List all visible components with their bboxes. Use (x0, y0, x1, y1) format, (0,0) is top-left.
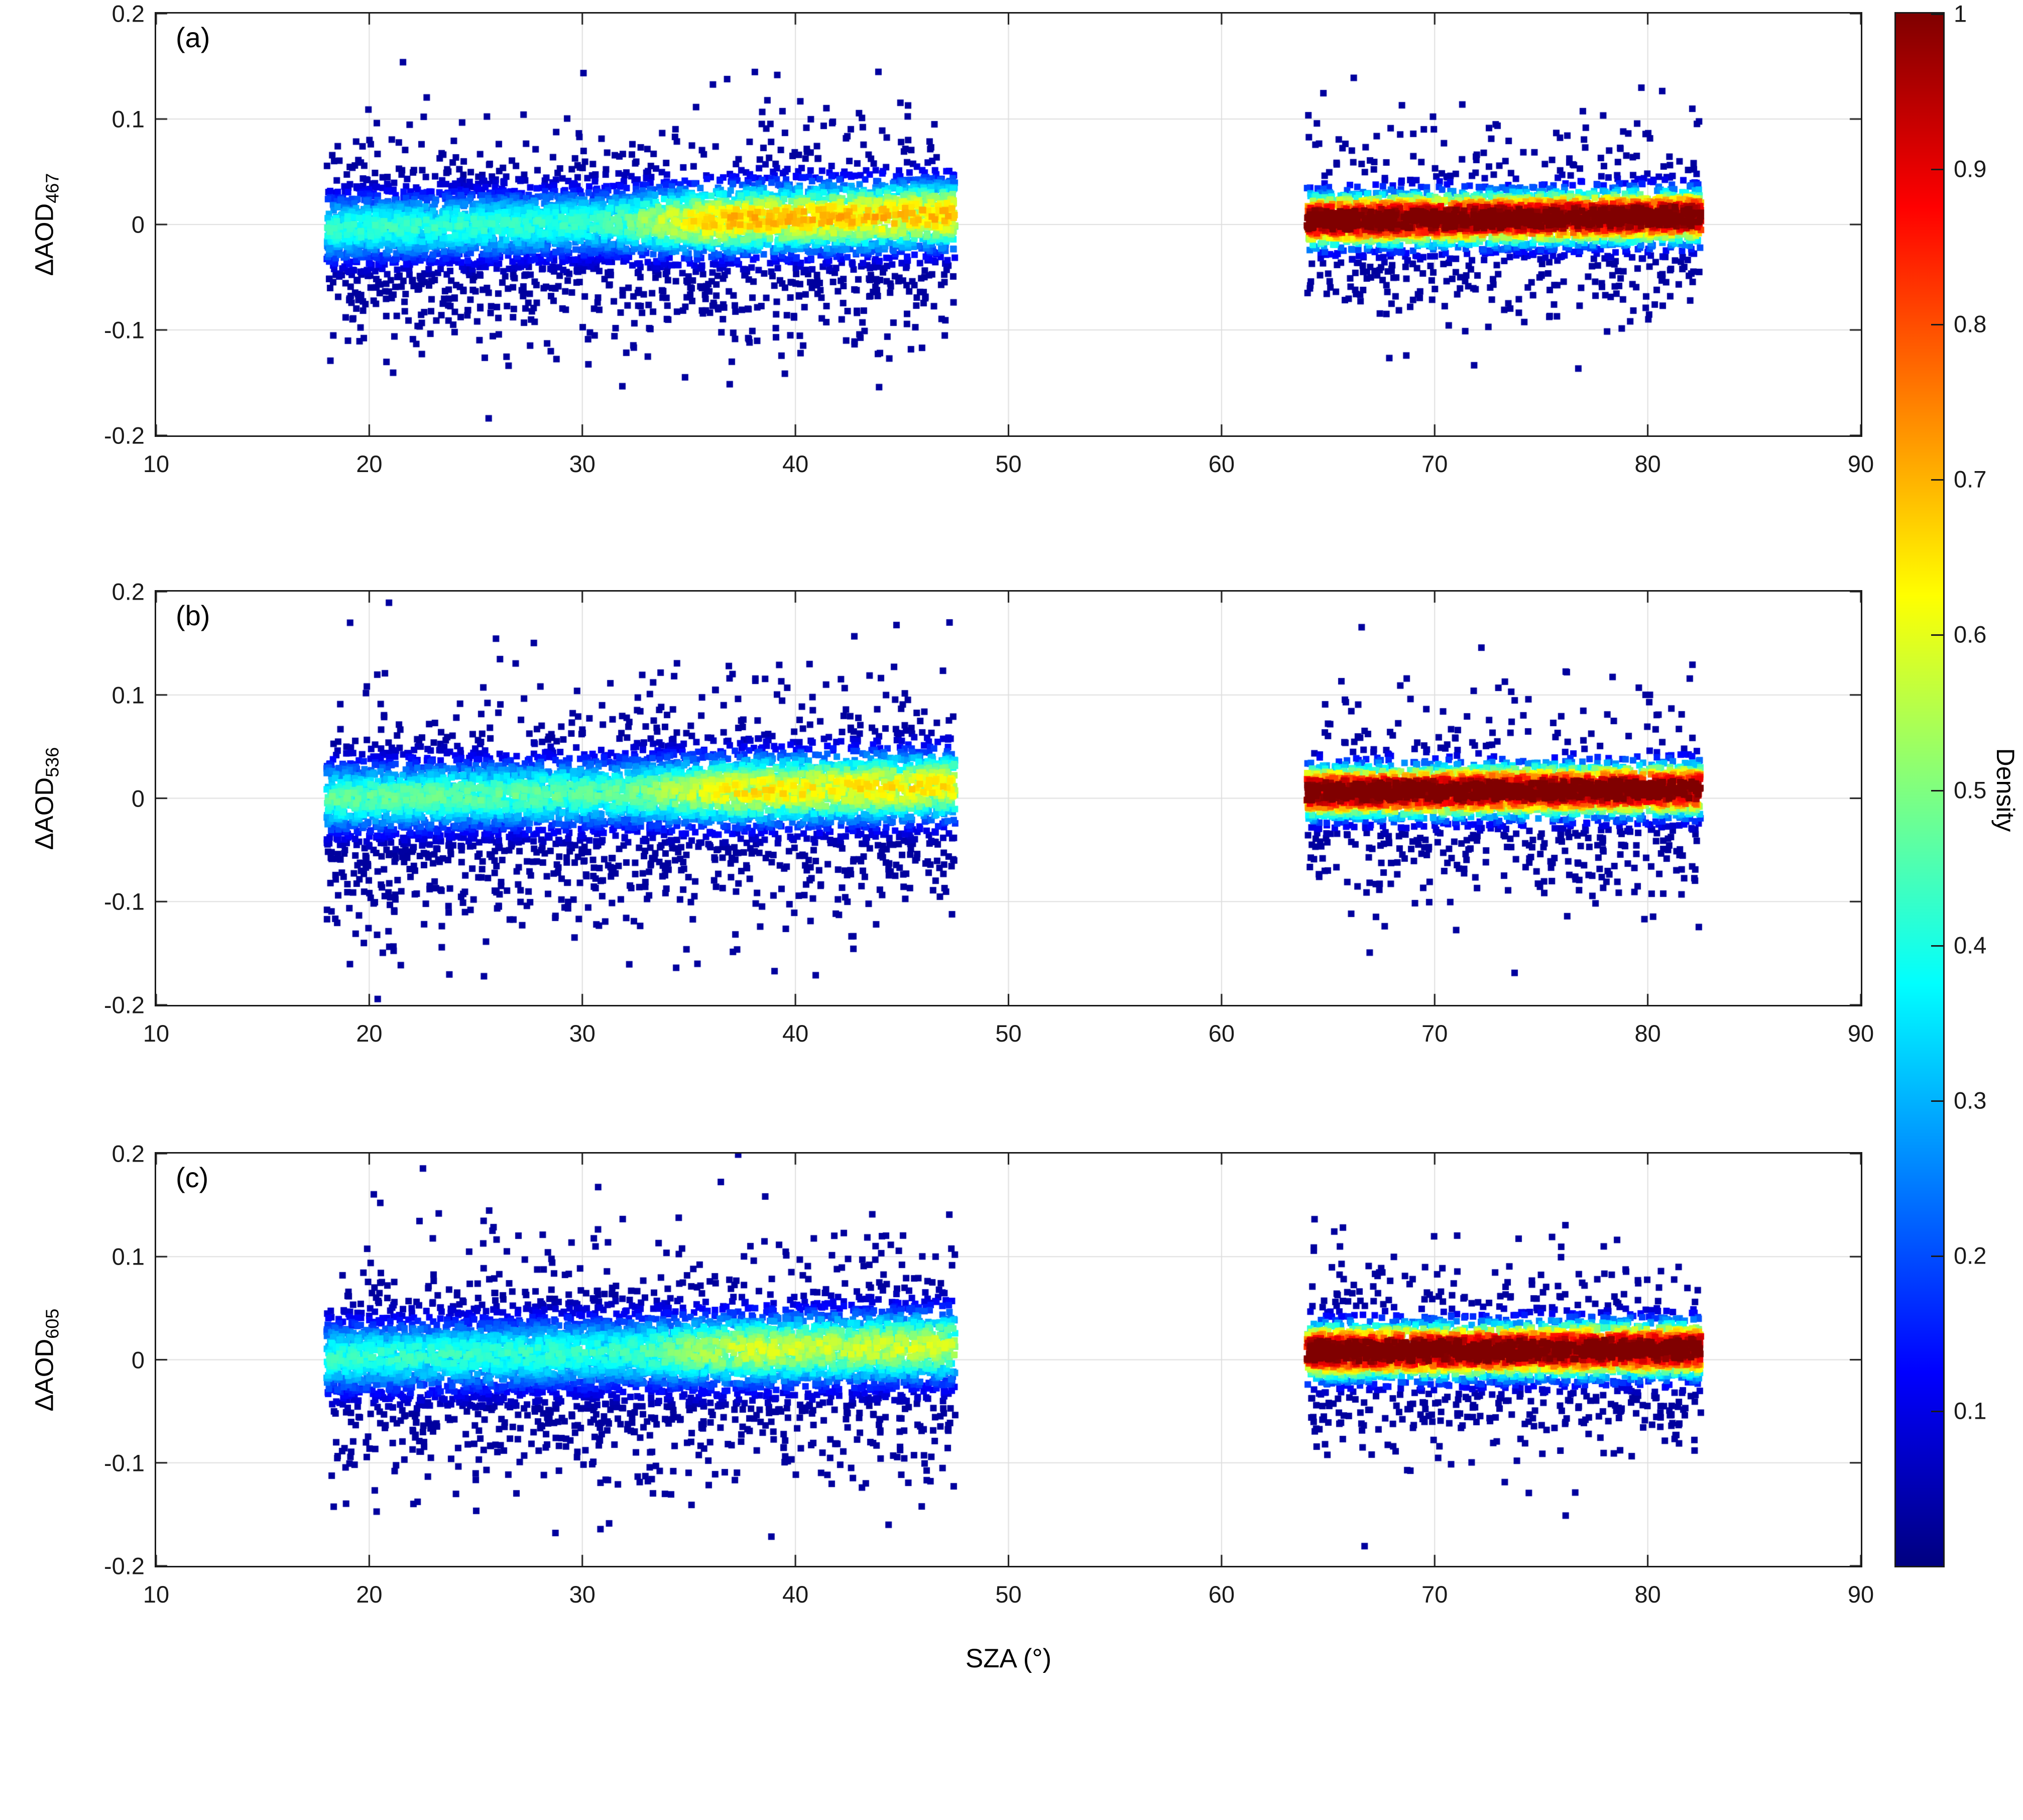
x-tick-label: 20 (356, 1581, 383, 1608)
x-tick-label: 20 (356, 1020, 383, 1047)
y-tick-label: 0 (131, 785, 145, 812)
y-tick-label: 0.2 (111, 1140, 145, 1167)
y-tick-label: -0.2 (104, 1552, 145, 1579)
colorbar-tick-mark (1931, 789, 1943, 791)
colorbar-tick-label: 0.5 (1954, 776, 1987, 803)
x-tick-label: 40 (782, 450, 809, 477)
colorbar-tick-mark (1931, 169, 1943, 171)
panel-c-ylabel: ΔAOD605 (30, 1308, 63, 1411)
colorbar-tick-label: 0.4 (1954, 932, 1987, 959)
x-tick-label: 30 (569, 450, 596, 477)
panel-b-plot-area (155, 590, 1862, 1006)
x-tick-label: 40 (782, 1020, 809, 1047)
panel-a-plot-area (155, 12, 1862, 437)
panel-b-tag: (b) (176, 600, 210, 631)
colorbar-tick-mark (1931, 1410, 1943, 1412)
x-tick-label: 60 (1208, 450, 1235, 477)
x-tick-label: 70 (1421, 450, 1448, 477)
x-tick-label: 60 (1208, 1020, 1235, 1047)
panel-a-scatter-canvas (156, 14, 1861, 435)
colorbar-tick-label: 0.6 (1954, 621, 1987, 648)
x-tick-label: 60 (1208, 1581, 1235, 1608)
x-tick-label: 90 (1847, 450, 1874, 477)
y-tick-label: -0.1 (104, 888, 145, 915)
x-tick-label: 80 (1634, 1581, 1661, 1608)
colorbar-tick-mark (1931, 14, 1943, 15)
colorbar-tick-mark (1931, 479, 1943, 481)
x-tick-label: 70 (1421, 1020, 1448, 1047)
y-tick-label: 0.1 (111, 681, 145, 709)
colorbar-tick-label: 0.8 (1954, 310, 1987, 337)
panel-a-ylabel: ΔAOD467 (30, 173, 63, 276)
colorbar-tick-label: 0.2 (1954, 1242, 1987, 1269)
x-tick-label: 80 (1634, 1020, 1661, 1047)
panel-c-scatter-canvas (156, 1154, 1861, 1566)
x-tick-label: 80 (1634, 450, 1661, 477)
x-tick-label: 50 (995, 1581, 1022, 1608)
colorbar-tick-label: 1 (1954, 0, 1967, 27)
y-tick-label: -0.2 (104, 422, 145, 449)
y-tick-label: 0.2 (111, 578, 145, 605)
x-tick-label: 90 (1847, 1020, 1874, 1047)
panel-c-tag: (c) (176, 1162, 209, 1193)
panel-b-ylabel: ΔAOD536 (30, 747, 63, 850)
panel-b-scatter-canvas (156, 592, 1861, 1005)
x-axis-label: SZA (°) (965, 1644, 1052, 1673)
y-tick-label: -0.1 (104, 1449, 145, 1476)
x-tick-label: 90 (1847, 1581, 1874, 1608)
x-tick-label: 70 (1421, 1581, 1448, 1608)
y-tick-label: -0.1 (104, 316, 145, 344)
panel-a-tag: (a) (176, 22, 210, 53)
x-tick-label: 50 (995, 1020, 1022, 1047)
colorbar-tick-label: 0.3 (1954, 1087, 1987, 1114)
y-tick-label: 0 (131, 211, 145, 238)
x-tick-label: 40 (782, 1581, 809, 1608)
x-tick-label: 20 (356, 450, 383, 477)
colorbar-tick-label: 0.7 (1954, 466, 1987, 493)
colorbar-tick-mark (1931, 324, 1943, 326)
x-tick-label: 10 (143, 450, 170, 477)
x-tick-label: 30 (569, 1581, 596, 1608)
colorbar-tick-label: 0.9 (1954, 155, 1987, 182)
colorbar-tick-label: 0.1 (1954, 1397, 1987, 1424)
panel-c-plot-area (155, 1152, 1862, 1567)
colorbar-tick-mark (1931, 1100, 1943, 1102)
x-tick-label: 30 (569, 1020, 596, 1047)
x-tick-label: 10 (143, 1581, 170, 1608)
colorbar-tick-mark (1931, 634, 1943, 636)
x-tick-label: 10 (143, 1020, 170, 1047)
colorbar-tick-mark (1931, 1255, 1943, 1257)
y-tick-label: 0.1 (111, 1243, 145, 1270)
y-tick-label: 0 (131, 1346, 145, 1373)
x-tick-label: 50 (995, 450, 1022, 477)
y-tick-label: -0.2 (104, 991, 145, 1018)
y-tick-label: 0.1 (111, 105, 145, 133)
colorbar-tick-mark (1931, 945, 1943, 947)
y-tick-label: 0.2 (111, 0, 145, 27)
colorbar-axis-label: Density (1991, 748, 2019, 832)
